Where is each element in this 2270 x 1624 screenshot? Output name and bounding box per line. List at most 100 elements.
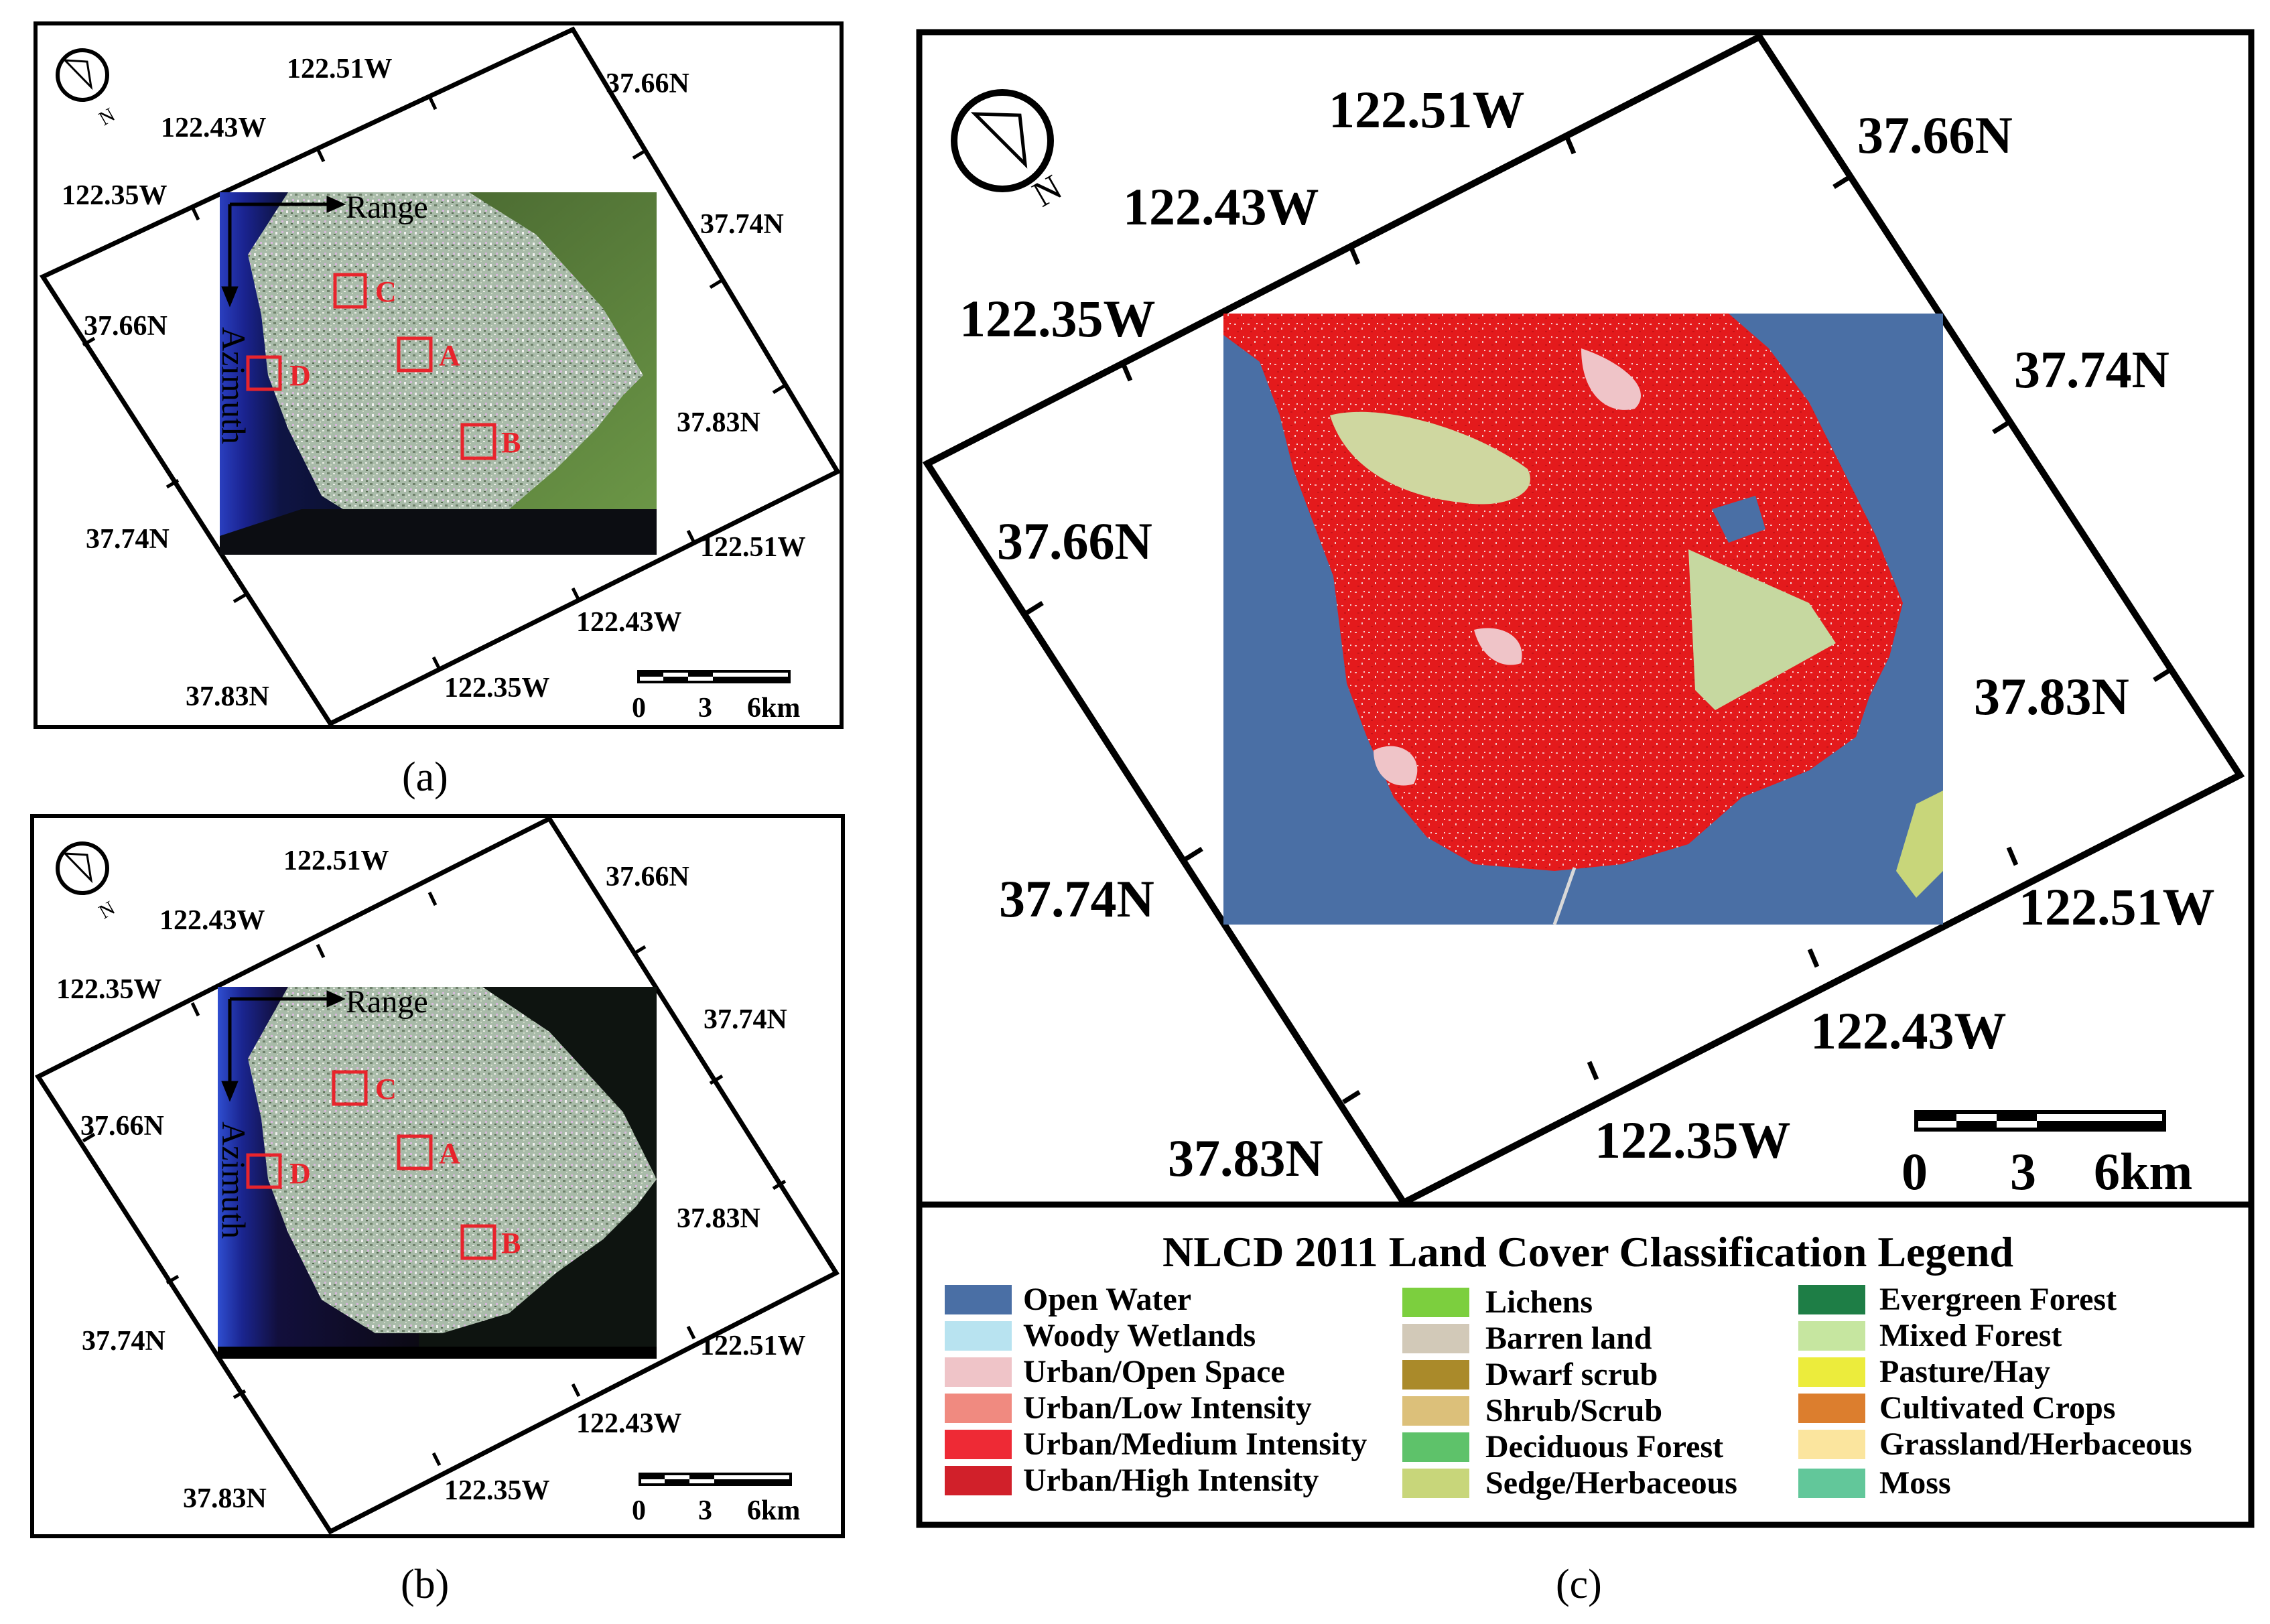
legend-swatch	[1402, 1396, 1469, 1426]
panel-a-lat-right-2: 37.74N	[700, 209, 784, 240]
panel-a-lat-right-3: 37.83N	[677, 407, 760, 438]
panel-a-lat-left-3: 37.83N	[186, 681, 269, 712]
legend-label: Urban/High Intensity	[1023, 1463, 1319, 1498]
panel-a-sar-image	[220, 192, 657, 555]
panel-a-region-boxes	[246, 273, 496, 460]
panel-b-box-c: C	[375, 1073, 397, 1105]
legend-swatch	[945, 1394, 1012, 1423]
panel-a-scale-6km: 6km	[747, 693, 800, 724]
legend-label: Pasture/Hay	[1879, 1354, 2050, 1390]
panel-c-lat-left-3: 37.83N	[1168, 1129, 1323, 1187]
panel-a-scale-0: 0	[632, 693, 646, 724]
legend-label: Deciduous Forest	[1485, 1429, 1723, 1465]
panel-c: N 122.51W 122.43W 122.35W 37.66N 37.74N …	[916, 29, 2255, 1607]
legend-label: Moss	[1879, 1465, 1951, 1501]
panel-b-box-a: A	[439, 1137, 460, 1170]
legend-title: NLCD 2011 Land Cover Classification Lege…	[1162, 1228, 2013, 1276]
legend-label: Woody Wetlands	[1023, 1318, 1256, 1353]
panel-b-north-label: N	[95, 897, 119, 923]
panel-a-box-a: A	[439, 339, 460, 372]
panel-a: Range Azimuth C A D B N 122.51W 122.43W …	[34, 21, 844, 800]
panel-c-lat-right-2: 37.74N	[2014, 340, 2169, 399]
panel-a-axes-arrows	[221, 196, 346, 308]
legend-swatch	[945, 1321, 1012, 1351]
legend-label: Shrub/Scrub	[1485, 1393, 1662, 1428]
legend-label: Open Water	[1023, 1282, 1191, 1317]
panel-b-lat-left-1: 37.66N	[80, 1111, 164, 1142]
panel-c-scale-bar: 0 3 6km	[1901, 1110, 2192, 1201]
panel-b-frame	[30, 814, 845, 1538]
panel-b-scale-bar: 0 3 6km	[632, 1473, 800, 1526]
panel-a-range-label: Range	[346, 190, 428, 225]
legend-swatch	[1402, 1469, 1469, 1498]
panel-c-lon-bottom-2: 122.43W	[1810, 1002, 2007, 1060]
panel-b-lon-bottom-1: 122.51W	[700, 1331, 806, 1361]
panel-c-lat-left-1: 37.66N	[997, 512, 1152, 570]
panel-b-lat-right-3: 37.83N	[677, 1203, 760, 1234]
panel-b-lat-right-1: 37.66N	[606, 862, 689, 892]
legend-col-3: Evergreen Forest Mixed Forest Pasture/Ha…	[1798, 1282, 2192, 1501]
legend-label: Urban/Low Intensity	[1023, 1390, 1312, 1426]
panel-c-lat-right-3: 37.83N	[1974, 667, 2129, 726]
panel-a-map-outline	[39, 26, 841, 727]
legend-label: Cultivated Crops	[1879, 1390, 2115, 1426]
panel-c-frame	[916, 29, 2255, 1528]
panel-c-landcover-map	[1223, 314, 1943, 925]
panel-c-lon-top-2: 122.43W	[1123, 178, 1319, 236]
panel-a-lon-top-1: 122.51W	[287, 54, 393, 84]
panel-a-lat-left-2: 37.74N	[86, 524, 170, 555]
panel-a-scale-3: 3	[698, 693, 712, 724]
legend-swatch	[945, 1466, 1012, 1495]
panel-a-lat-left-1: 37.66N	[84, 311, 168, 342]
legend-label: Evergreen Forest	[1879, 1282, 2117, 1317]
panel-c-caption: (c)	[1556, 1562, 1602, 1607]
panel-c-lon-top-3: 122.35W	[959, 289, 1156, 348]
panel-b-lon-top-1: 122.51W	[283, 845, 389, 876]
legend-swatch	[1798, 1357, 1865, 1387]
panel-a-north-arrow-icon: N	[56, 48, 119, 130]
panel-c-lon-bottom-3: 122.35W	[1595, 1111, 1791, 1169]
panel-b-box-b: B	[501, 1227, 521, 1260]
panel-b-scale-0: 0	[632, 1495, 646, 1526]
panel-b-region-boxes	[246, 1070, 496, 1260]
legend-label: Urban/Open Space	[1023, 1354, 1285, 1390]
panel-b-lon-top-2: 122.43W	[159, 905, 265, 936]
legend-swatch	[1798, 1321, 1865, 1351]
legend-swatch	[1798, 1469, 1865, 1498]
panel-a-lat-right-1: 37.66N	[606, 68, 689, 99]
panel-b-north-arrow-icon: N	[56, 841, 119, 923]
panel-c-north-arrow-icon: N	[951, 89, 1069, 214]
panel-a-caption: (a)	[402, 754, 448, 800]
panel-a-scale-bar: 0 3 6km	[632, 670, 800, 724]
panel-a-box-d: D	[289, 359, 311, 392]
legend-swatch	[945, 1430, 1012, 1459]
panel-c-lon-top-1: 122.51W	[1329, 80, 1525, 139]
panel-c-lon-bottom-1: 122.51W	[2019, 878, 2215, 936]
panel-b-lon-bottom-3: 122.35W	[444, 1475, 550, 1506]
legend-swatch	[1402, 1288, 1469, 1317]
panel-b-scale-3: 3	[698, 1495, 712, 1526]
legend-label: Mixed Forest	[1879, 1318, 2062, 1353]
panel-c-scale-3: 3	[2010, 1142, 2036, 1201]
panel-b-map-outline	[34, 815, 840, 1535]
panel-b-axes-arrows	[221, 990, 346, 1102]
panel-b-lat-left-3: 37.83N	[183, 1483, 267, 1514]
panel-b-caption: (b)	[401, 1562, 449, 1607]
panel-c-map-outline	[922, 32, 2245, 1207]
legend-label: Lichens	[1485, 1284, 1593, 1320]
panel-b-ticks	[82, 891, 787, 1467]
legend-swatch	[1402, 1432, 1469, 1462]
legend-label: Urban/Medium Intensity	[1023, 1426, 1367, 1462]
panel-a-north-label: N	[95, 104, 119, 130]
panel-b: Range Azimuth C A D B N 122.51W 122.43W …	[30, 814, 845, 1607]
legend-swatch	[1402, 1360, 1469, 1390]
panel-a-ticks	[82, 95, 787, 671]
panel-a-lon-bottom-3: 122.35W	[444, 673, 550, 703]
panel-b-sar-image	[218, 987, 657, 1359]
legend-label: Barren land	[1485, 1321, 1652, 1356]
panel-b-box-d: D	[289, 1157, 311, 1190]
panel-a-lon-top-2: 122.43W	[161, 113, 267, 143]
panel-b-lat-left-2: 37.74N	[82, 1326, 165, 1357]
legend-label: Sedge/Herbaceous	[1485, 1465, 1737, 1501]
